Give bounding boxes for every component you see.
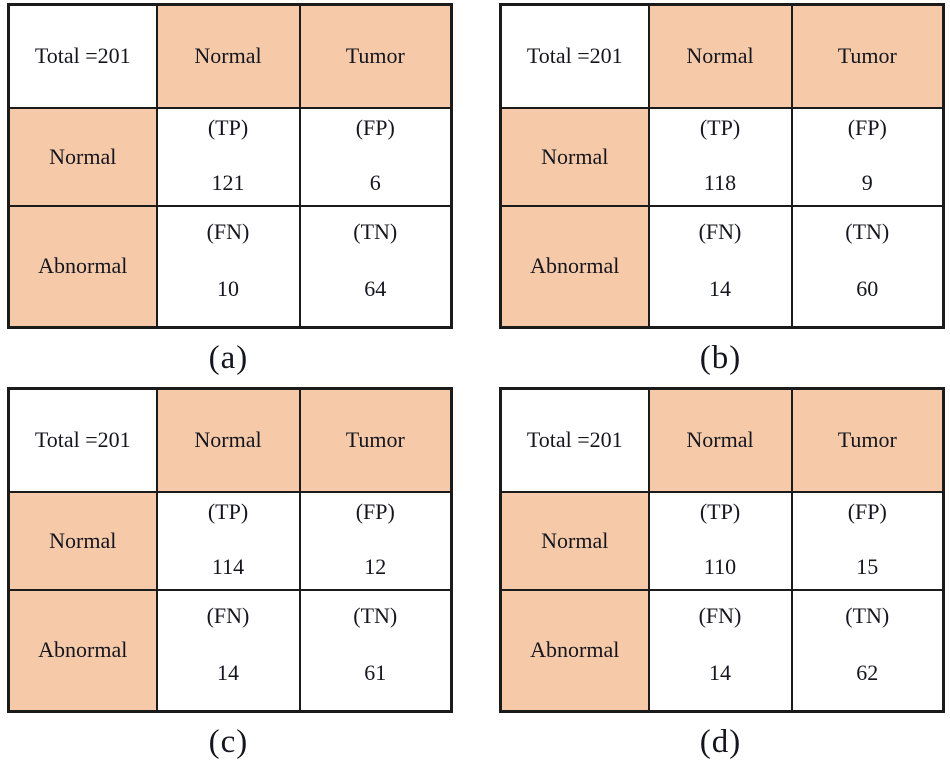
cell-label: (FN): [206, 602, 250, 628]
cell-label: (FP): [847, 498, 887, 524]
cell-label: (FN): [698, 218, 742, 244]
cell-value: 61: [364, 659, 387, 685]
total-cell: Total =201: [7, 387, 158, 493]
cell-value: 12: [364, 553, 387, 579]
figure-caption: (d): [699, 723, 742, 760]
cell-value: 110: [703, 553, 737, 579]
cell-tn: (TN) 64: [298, 204, 453, 328]
cell-tn: (TN) 60: [790, 204, 945, 328]
col-header-normal: Normal: [647, 387, 793, 493]
cell-fn: (FN) 14: [647, 588, 793, 712]
cell-value: 62: [856, 659, 879, 685]
figure-caption: (a): [208, 339, 249, 376]
col-header-tumor: Tumor: [790, 387, 945, 493]
cell-fn: (FN) 14: [155, 588, 301, 712]
col-header-normal: Normal: [155, 3, 301, 109]
figure-d: Total =201 Normal Tumor Normal (TP) 110 …: [499, 387, 945, 761]
cell-value: 14: [217, 659, 239, 685]
cell-value: 15: [856, 553, 879, 579]
cell-fp: (FP) 15: [790, 490, 945, 591]
cell-label: (TN): [845, 602, 890, 628]
cell-value: 60: [856, 275, 879, 301]
cell-value: 121: [211, 169, 245, 195]
cell-label: (TP): [699, 114, 741, 140]
cell-tp: (TP) 118: [647, 106, 793, 207]
cell-label: (FP): [355, 498, 395, 524]
cell-fn: (FN) 14: [647, 204, 793, 328]
cell-value: 9: [861, 169, 873, 195]
cell-tp: (TP) 121: [155, 106, 301, 207]
cell-fp: (FP) 12: [298, 490, 453, 591]
confusion-matrix-d: Total =201 Normal Tumor Normal (TP) 110 …: [499, 387, 945, 713]
cell-value: 14: [709, 275, 731, 301]
cell-tn: (TN) 62: [790, 588, 945, 712]
cell-value: 114: [211, 553, 245, 579]
col-header-tumor: Tumor: [790, 3, 945, 109]
total-cell: Total =201: [499, 387, 650, 493]
cell-label: (FP): [847, 114, 887, 140]
row-header-normal: Normal: [499, 106, 650, 207]
cell-fp: (FP) 9: [790, 106, 945, 207]
col-header-tumor: Tumor: [298, 3, 453, 109]
total-cell: Total =201: [7, 3, 158, 109]
row-header-abnormal: Abnormal: [7, 204, 158, 328]
figure-caption: (c): [208, 723, 249, 760]
row-header-normal: Normal: [7, 490, 158, 591]
cell-tn: (TN) 61: [298, 588, 453, 712]
cell-label: (TN): [845, 218, 890, 244]
cell-label: (TP): [207, 498, 249, 524]
figure-caption: (b): [699, 339, 742, 376]
cell-value: 118: [703, 169, 737, 195]
cell-label: (FN): [206, 218, 250, 244]
cell-label: (TN): [353, 602, 398, 628]
cell-fn: (FN) 10: [155, 204, 301, 328]
cell-fp: (FP) 6: [298, 106, 453, 207]
confusion-matrix-a: Total =201 Normal Tumor Normal (TP) 121 …: [7, 3, 453, 329]
total-cell: Total =201: [499, 3, 650, 109]
cell-tp: (TP) 114: [155, 490, 301, 591]
cell-label: (TN): [353, 218, 398, 244]
cell-value: 64: [364, 275, 387, 301]
col-header-normal: Normal: [155, 387, 301, 493]
cell-value: 14: [709, 659, 731, 685]
row-header-abnormal: Abnormal: [499, 204, 650, 328]
confusion-matrix-c: Total =201 Normal Tumor Normal (TP) 114 …: [7, 387, 453, 713]
cell-label: (TP): [207, 114, 249, 140]
figure-b: Total =201 Normal Tumor Normal (TP) 118 …: [499, 3, 945, 377]
figure-c: Total =201 Normal Tumor Normal (TP) 114 …: [7, 387, 453, 761]
col-header-tumor: Tumor: [298, 387, 453, 493]
cell-tp: (TP) 110: [647, 490, 793, 591]
cell-label: (FP): [355, 114, 395, 140]
figure-a: Total =201 Normal Tumor Normal (TP) 121 …: [7, 3, 453, 377]
cell-value: 6: [369, 169, 381, 195]
row-header-abnormal: Abnormal: [7, 588, 158, 712]
row-header-normal: Normal: [7, 106, 158, 207]
cell-label: (FN): [698, 602, 742, 628]
cell-value: 10: [217, 275, 239, 301]
col-header-normal: Normal: [647, 3, 793, 109]
row-header-abnormal: Abnormal: [499, 588, 650, 712]
row-header-normal: Normal: [499, 490, 650, 591]
cell-label: (TP): [699, 498, 741, 524]
confusion-matrix-b: Total =201 Normal Tumor Normal (TP) 118 …: [499, 3, 945, 329]
